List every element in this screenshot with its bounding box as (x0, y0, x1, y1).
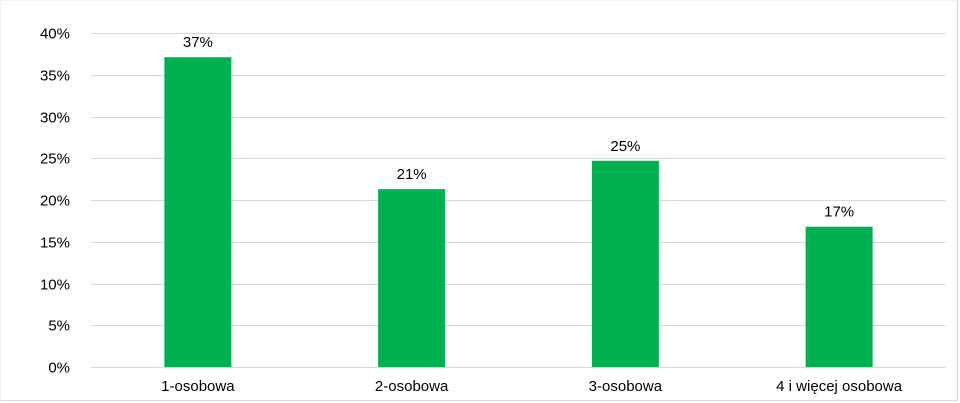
bar (591, 160, 659, 367)
bar (378, 189, 446, 367)
x-tick-label: 3-osobowa (589, 378, 663, 395)
data-label: 21% (397, 166, 427, 183)
data-label: 25% (610, 138, 640, 155)
data-labels: 37% 21% 25% 17% (183, 34, 854, 221)
y-tick-label: 10% (40, 277, 70, 294)
x-tick-label: 1-osobowa (161, 378, 235, 395)
y-tick-label: 30% (40, 110, 70, 127)
bar (805, 226, 873, 367)
y-tick-label: 15% (40, 235, 70, 252)
data-label: 37% (183, 34, 213, 51)
y-tick-label: 20% (40, 193, 70, 210)
y-tick-label: 0% (48, 360, 70, 377)
bars (164, 57, 873, 368)
y-tick-label: 35% (40, 68, 70, 85)
y-tick-label: 25% (40, 151, 70, 168)
bar (164, 57, 232, 368)
y-axis-tick-labels: 0% 5% 10% 15% 20% 25% 30% 35% 40% (40, 26, 70, 377)
x-axis-tick-labels: 1-osobowa 2-osobowa 3-osobowa 4 i więcej os… (161, 378, 903, 395)
x-tick-label: 2-osobowa (375, 378, 449, 395)
gridlines (91, 33, 946, 368)
x-tick-label: 4 i więcej osobowa (776, 378, 903, 395)
y-tick-label: 40% (40, 26, 70, 43)
y-tick-label: 5% (48, 318, 70, 335)
data-label: 17% (824, 204, 854, 221)
